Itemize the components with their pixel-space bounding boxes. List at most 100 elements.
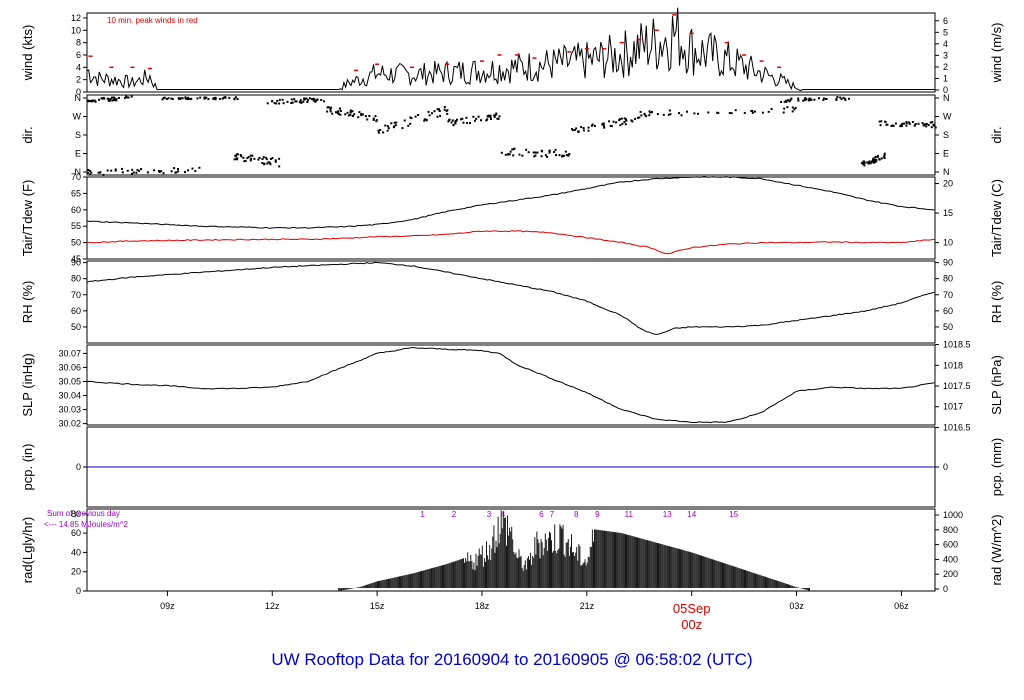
dir-point [487, 114, 490, 117]
dir-point [536, 151, 539, 154]
dir-point [534, 151, 537, 154]
dir-point [783, 100, 786, 103]
dir-point [465, 116, 468, 119]
rad-ytick-label-right: 400 [943, 554, 958, 564]
dir-panel-frame [86, 94, 936, 176]
dir-point [111, 99, 114, 102]
dir-point [717, 111, 720, 114]
dir-point [462, 121, 465, 124]
dir-point [525, 148, 528, 151]
dir-point [329, 110, 332, 113]
dir-point [360, 112, 363, 115]
dir-point [587, 126, 590, 129]
dir-point [386, 125, 389, 128]
dir-point [911, 121, 914, 123]
wind-ytick-label-right: 2 [943, 62, 948, 72]
dir-point [929, 121, 932, 124]
rad-ytick-label-right: 200 [943, 569, 958, 579]
dir-point [335, 111, 337, 114]
dir-point [374, 115, 377, 118]
dir-point [114, 99, 117, 101]
dir-point [662, 113, 665, 116]
dir-point [625, 119, 628, 122]
dir-point [475, 117, 478, 120]
dir-point [114, 168, 117, 171]
date-label-hour: 00z [681, 617, 702, 632]
dir-point [267, 161, 270, 164]
dir-point [558, 154, 561, 157]
dir-point [170, 97, 173, 100]
dir-point [496, 117, 499, 120]
dir-point [905, 122, 908, 125]
dir-point [548, 150, 551, 153]
dir-point [630, 119, 633, 122]
dir-point [136, 169, 139, 172]
dir-point [868, 160, 871, 163]
dir-point [446, 109, 449, 112]
dir-point [836, 96, 839, 98]
dir-point [377, 131, 380, 134]
dir-point [810, 98, 813, 101]
dir-point [932, 123, 935, 126]
dir-point [620, 117, 623, 120]
dir-point [160, 170, 163, 173]
dir-point [754, 110, 756, 113]
dir-point [170, 170, 173, 173]
dir-point [619, 124, 622, 127]
temp-ytick-label-left: 60 [71, 205, 81, 215]
dir-point [269, 163, 272, 166]
temp-panel-frame [86, 176, 936, 260]
dir-point [271, 157, 274, 160]
dir-point [797, 99, 800, 102]
dir-point [548, 151, 551, 154]
dir-point [602, 125, 605, 127]
dir-point [269, 158, 272, 160]
dir-point [261, 158, 264, 160]
dir-point [787, 99, 790, 102]
dir-ytick-label-left: W [73, 112, 82, 122]
dir-point [329, 108, 332, 111]
dir-point [863, 164, 866, 167]
rad-hour-label: 2 [452, 510, 457, 519]
dir-point [555, 154, 557, 157]
dir-point [890, 124, 893, 127]
dir-point [844, 99, 847, 101]
dir-point [109, 98, 112, 100]
dir-point [634, 117, 637, 120]
rad-hour-label: 15 [729, 510, 738, 519]
dir-point [351, 115, 354, 117]
dir-point [394, 124, 397, 127]
dir-point [582, 127, 585, 129]
dir-point [930, 126, 933, 129]
dir-point [638, 116, 641, 119]
rad-hour-label: 11 [625, 510, 634, 519]
dir-point [623, 117, 626, 120]
dir-point [379, 129, 382, 131]
slp-ytick-label-left: 30.03 [58, 405, 81, 415]
dir-point [873, 161, 876, 164]
dir-point [93, 99, 96, 102]
dir-point [697, 112, 699, 115]
rh-series-RH [86, 261, 935, 335]
dir-point [91, 99, 94, 102]
dir-point [112, 96, 115, 99]
dir-point [349, 113, 352, 116]
x-tick-label: 12z [265, 601, 280, 611]
dir-point [251, 154, 254, 157]
slp-series-SLP [86, 347, 935, 424]
dir-point [275, 102, 278, 105]
dir-point [146, 171, 149, 174]
dir-point [508, 153, 511, 156]
dir-point [191, 167, 194, 170]
dir-point [489, 115, 492, 118]
dir-point [306, 101, 309, 103]
wind-ytick-label-right: 6 [943, 16, 948, 26]
dir-point [263, 163, 266, 166]
dir-point [213, 97, 216, 100]
slp-ytick-label-right: 1016.5 [943, 422, 971, 432]
temp-ytick-label-left: 45 [71, 254, 81, 264]
dir-point [320, 99, 323, 101]
dir-point [554, 148, 557, 151]
dir-point [880, 157, 883, 160]
dir-point [125, 96, 128, 99]
